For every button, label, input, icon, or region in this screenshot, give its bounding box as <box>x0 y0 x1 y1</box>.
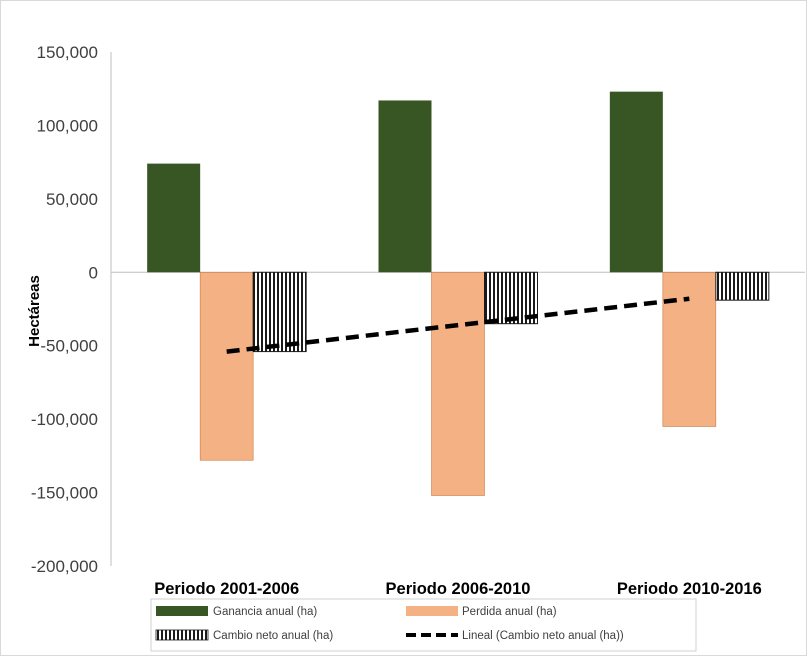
legend-label: Ganancia anual (ha) <box>213 606 317 618</box>
y-tick-label: 100,000 <box>37 116 98 135</box>
bar-ganancia <box>378 100 432 273</box>
legend-label: Lineal (Cambio neto anual (ha)) <box>462 630 624 642</box>
bar-ganancia <box>147 163 201 273</box>
category-label: Periodo 2006-2010 <box>386 580 531 598</box>
category-label: Periodo 2010-2016 <box>617 580 762 598</box>
legend: Ganancia anual (ha) Perdida anual (ha) Cam… <box>150 598 697 652</box>
legend-swatch <box>156 606 208 616</box>
bar-perdida <box>431 271 485 496</box>
bar-ganancia <box>609 91 663 273</box>
legend-swatch <box>155 629 209 641</box>
legend-label: Perdida anual (ha) <box>462 606 557 618</box>
bar-cambio-neto <box>715 271 770 301</box>
bar-perdida <box>199 271 254 461</box>
category-labels: Periodo 2001-2006 Periodo 2006-2010 Period… <box>154 580 762 598</box>
legend-label: Cambio neto anual (ha) <box>213 630 333 642</box>
y-tick-labels: 150,000 100,000 50,000 0 -50,000 -100,000 -150… <box>31 43 98 576</box>
legend-swatch <box>406 606 458 616</box>
bars <box>147 91 770 496</box>
y-tick-label: -50,000 <box>40 337 98 356</box>
y-tick-label: 50,000 <box>46 190 98 209</box>
y-tick-label: -200,000 <box>31 557 98 576</box>
y-tick-label: -100,000 <box>31 410 98 429</box>
bar-perdida <box>662 271 717 427</box>
category-label: Periodo 2001-2006 <box>154 580 299 598</box>
trendline-path <box>226 296 690 354</box>
y-tick-label: 150,000 <box>37 43 98 62</box>
bar-cambio-neto <box>252 271 307 353</box>
y-tick-label: -150,000 <box>31 484 98 503</box>
trendline <box>226 296 690 354</box>
y-axis-title: Hectáreas <box>26 275 43 347</box>
y-tick-label: 0 <box>89 263 98 282</box>
